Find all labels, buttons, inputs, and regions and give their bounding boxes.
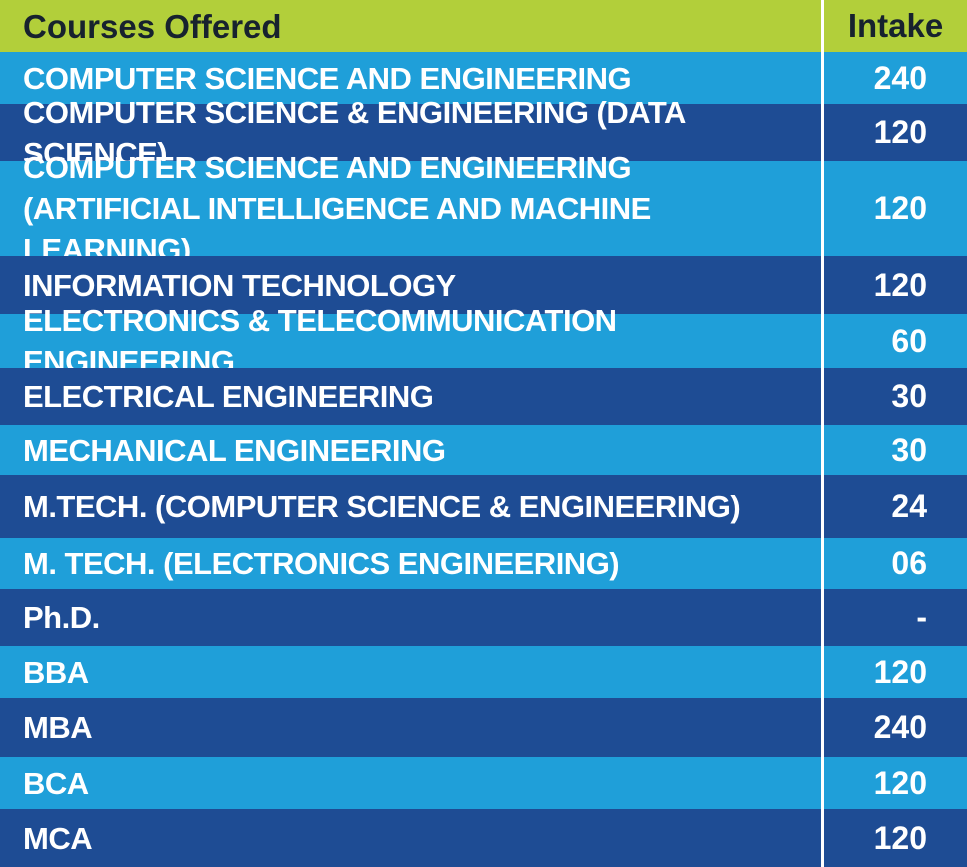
course-intake: 120 [821,809,967,867]
table-row: MCA 120 [0,809,967,867]
table-row: INFORMATION TECHNOLOGY 120 [0,256,967,314]
course-intake: 06 [821,538,967,589]
course-intake: 120 [821,104,967,161]
table-header: Courses Offered Intake [0,0,967,52]
table-row: BBA 120 [0,646,967,698]
course-name: BCA [23,765,89,801]
course-name: COMPUTER SCIENCE AND ENGINEERING [23,60,632,96]
course-name: MBA [23,710,93,745]
course-intake: 120 [821,757,967,809]
table-row: Ph.D. - [0,589,967,646]
course-name: Ph.D. [23,600,100,635]
course-intake: - [821,589,967,646]
course-name: COMPUTER SCIENCE AND ENGINEERING (ARTIFI… [23,150,651,267]
table-row: M.TECH. (COMPUTER SCIENCE & ENGINEERING)… [0,475,967,538]
table-row: ELECTRONICS & TELECOMMUNICATION ENGINEER… [0,303,967,379]
table-row: MBA 240 [0,698,967,757]
table-row: M. TECH. (ELECTRONICS ENGINEERING) 06 [0,538,967,589]
courses-offered-heading: Courses Offered [23,7,282,45]
course-intake: 24 [821,475,967,538]
course-intake: 60 [821,314,967,368]
course-name: M.TECH. (COMPUTER SCIENCE & ENGINEERING) [23,489,741,524]
table-row: MECHANICAL ENGINEERING 30 [0,425,967,475]
course-intake: 30 [821,425,967,475]
course-name: BBA [23,654,89,690]
table-row: COMPUTER SCIENCE AND ENGINEERING (ARTIFI… [0,150,967,267]
course-intake: 120 [821,646,967,698]
course-name: ELECTRICAL ENGINEERING [23,379,434,414]
table-row: BCA 120 [0,757,967,809]
course-name: M. TECH. (ELECTRONICS ENGINEERING) [23,546,620,581]
course-name: MCA [23,820,93,856]
course-name: ELECTRONICS & TELECOMMUNICATION ENGINEER… [23,303,617,379]
course-intake: 30 [821,368,967,425]
course-intake: 120 [821,256,967,314]
table-row: COMPUTER SCIENCE AND ENGINEERING 240 [0,52,967,104]
course-name: MECHANICAL ENGINEERING [23,432,446,468]
course-name: INFORMATION TECHNOLOGY [23,267,456,303]
intake-heading: Intake [821,0,967,52]
course-intake: 120 [821,161,967,256]
course-intake: 240 [821,52,967,104]
course-intake: 240 [821,698,967,757]
table-row: ELECTRICAL ENGINEERING 30 [0,368,967,425]
